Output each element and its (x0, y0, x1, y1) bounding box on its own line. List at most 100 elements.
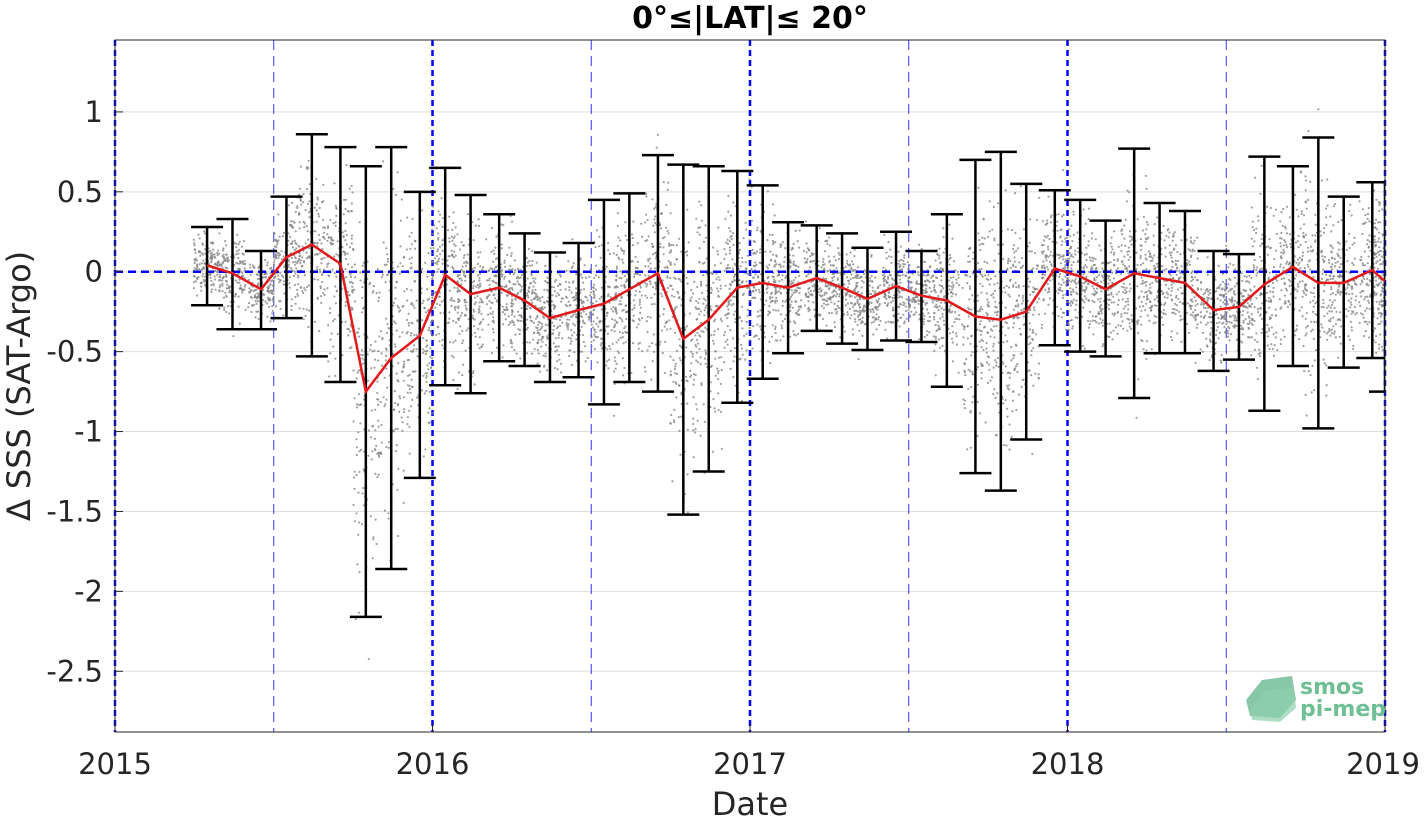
scatter-point (306, 230, 309, 233)
scatter-point (1010, 359, 1013, 362)
scatter-point (346, 252, 349, 255)
scatter-point (426, 288, 429, 291)
scatter-point (486, 279, 489, 282)
scatter-point (745, 228, 748, 231)
scatter-point (934, 291, 937, 294)
scatter-point (606, 348, 609, 351)
scatter-point (346, 327, 349, 331)
scatter-point (219, 263, 222, 266)
scatter-point (434, 306, 437, 309)
scatter-point (1064, 258, 1067, 261)
scatter-point (458, 317, 461, 320)
scatter-point (533, 348, 536, 351)
scatter-point (552, 342, 555, 345)
scatter-point (350, 234, 354, 237)
scatter-point (680, 250, 683, 253)
scatter-point (411, 398, 414, 401)
scatter-point (320, 242, 323, 245)
scatter-point (726, 317, 729, 320)
scatter-point (982, 218, 985, 221)
scatter-point (748, 273, 751, 276)
scatter-point (369, 515, 372, 518)
scatter-point (726, 338, 729, 341)
scatter-point (696, 307, 700, 310)
scatter-point (726, 266, 729, 269)
scatter-point (216, 254, 219, 257)
scatter-point (237, 272, 240, 275)
scatter-point (1042, 260, 1045, 263)
scatter-point (382, 160, 385, 163)
scatter-point (1032, 267, 1035, 270)
scatter-point (662, 246, 665, 249)
scatter-point (323, 256, 326, 259)
scatter-point (910, 310, 913, 313)
scatter-point (942, 319, 945, 322)
scatter-point (412, 348, 415, 351)
scatter-point (575, 296, 578, 299)
scatter-point (430, 332, 433, 335)
scatter-point (890, 255, 893, 258)
scatter-point (788, 298, 792, 301)
scatter-point (359, 279, 362, 282)
scatter-point (790, 300, 793, 303)
scatter-point (672, 243, 675, 247)
scatter-point (669, 262, 672, 265)
scatter-point (294, 230, 297, 233)
scatter-point (697, 301, 700, 304)
scatter-point (566, 305, 569, 308)
scatter-point (235, 250, 238, 253)
scatter-point (987, 273, 990, 276)
scatter-point (662, 181, 665, 184)
scatter-point (409, 405, 413, 408)
scatter-point (314, 253, 317, 256)
scatter-point (559, 362, 563, 365)
scatter-point (463, 261, 466, 264)
scatter-point (351, 282, 354, 285)
scatter-point (448, 341, 451, 344)
scatter-point (907, 268, 910, 271)
scatter-point (300, 259, 303, 262)
scatter-point (727, 312, 730, 315)
scatter-point (504, 318, 507, 321)
scatter-point (369, 348, 372, 351)
scatter-point (943, 296, 946, 299)
scatter-point (1059, 289, 1062, 292)
scatter-point (709, 365, 713, 368)
scatter-point (647, 274, 650, 277)
scatter-point (1011, 399, 1015, 402)
scatter-point (831, 272, 834, 275)
scatter-point (575, 313, 578, 316)
scatter-point (930, 290, 933, 293)
scatter-point (1062, 169, 1065, 172)
scatter-point (488, 283, 491, 286)
scatter-point (829, 296, 832, 299)
scatter-point (350, 308, 353, 311)
scatter-point (665, 265, 669, 268)
scatter-point (994, 275, 997, 278)
scatter-point (350, 266, 354, 269)
scatter-point (1038, 297, 1041, 300)
scatter-point (374, 408, 377, 411)
scatter-point (746, 273, 749, 276)
scatter-point (431, 294, 434, 297)
scatter-point (342, 235, 345, 238)
scatter-point (652, 253, 655, 256)
scatter-point (1041, 244, 1044, 247)
scatter-point (726, 242, 730, 245)
scatter-point (254, 300, 257, 303)
scatter-point (519, 329, 522, 332)
scatter-point (427, 309, 430, 312)
scatter-point (666, 229, 669, 233)
scatter-point (1004, 189, 1007, 192)
scatter-point (660, 227, 663, 230)
scatter-point (525, 307, 528, 310)
scatter-point (790, 295, 793, 298)
scatter-point (500, 291, 503, 294)
scatter-point (457, 289, 460, 292)
scatter-point (457, 305, 460, 308)
scatter-point (308, 211, 311, 214)
scatter-point (196, 294, 199, 297)
scatter-point (281, 274, 284, 277)
scatter-point (357, 533, 360, 536)
